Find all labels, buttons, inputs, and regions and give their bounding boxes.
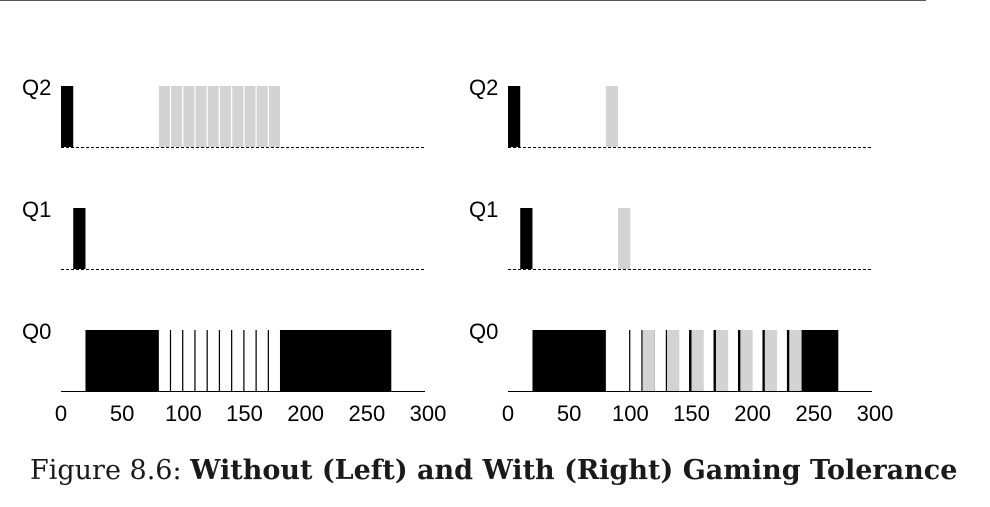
job-b-segment-1 — [618, 208, 631, 269]
x-tick-label-300: 300 — [857, 401, 894, 426]
job-a-segment-3 — [169, 330, 172, 391]
x-tick-label-250: 250 — [348, 401, 385, 426]
job-a-segment-7 — [218, 330, 221, 391]
job-b-segment-7 — [244, 86, 256, 147]
queue-label-q1: Q1 — [22, 197, 51, 222]
job-b-segment-9 — [268, 86, 280, 147]
x-tick-label-200: 200 — [287, 401, 324, 426]
job-b-segment-7 — [764, 330, 778, 391]
job-a-segment-0 — [61, 86, 74, 147]
job-b-segment-5 — [715, 330, 729, 391]
x-tick-label-100: 100 — [165, 401, 202, 426]
x-tick-label-50: 50 — [557, 401, 581, 426]
job-b-segment-2 — [642, 330, 655, 391]
left-panel-chart: Q2 Q1 Q0 0 50 100 150 200 250 300 — [22, 75, 446, 426]
job-a-segment-12 — [279, 330, 392, 391]
figure-caption: Figure 8.6: Without (Left) and With (Rig… — [30, 455, 957, 486]
job-a-segment-6 — [206, 330, 208, 391]
job-b-segment-8 — [256, 86, 268, 147]
x-tick-label-0: 0 — [55, 401, 67, 426]
job-a-segment-14 — [762, 330, 765, 391]
job-a-segment-11 — [267, 330, 269, 391]
job-b-segment-8 — [789, 330, 802, 391]
job-a-segment-8 — [689, 330, 692, 391]
job-b-segment-6 — [740, 330, 753, 391]
job-a-segment-2 — [532, 330, 606, 391]
job-a-segment-4 — [182, 330, 184, 391]
job-a-segment-1 — [520, 208, 533, 269]
job-a-segment-2 — [85, 330, 159, 391]
queue-label-q0: Q0 — [22, 319, 51, 344]
right-panel-chart: Q2 Q1 Q0 0 50 100 150 200 250 300 — [469, 75, 893, 426]
job-a-segment-8 — [231, 330, 233, 391]
job-b-segment-0 — [605, 86, 619, 147]
figure-8-6: Q2 Q1 Q0 0 50 100 150 200 250 300 Q2 Q1 Q0 0 50 100 150… — [22, 75, 893, 426]
x-tick-label-150: 150 — [226, 401, 263, 426]
job-a-segment-4 — [641, 330, 643, 391]
job-a-segment-1 — [73, 208, 86, 269]
job-b-segment-1 — [171, 86, 183, 147]
job-a-segment-17 — [799, 330, 839, 391]
x-tick-label-200: 200 — [734, 401, 771, 426]
job-b-segment-6 — [232, 86, 244, 147]
job-a-segment-3 — [629, 330, 631, 391]
x-tick-label-150: 150 — [673, 401, 710, 426]
x-tick-label-100: 100 — [612, 401, 649, 426]
job-a-segment-10 — [713, 330, 716, 391]
queue-label-q1: Q1 — [469, 197, 498, 222]
job-b-segment-0 — [158, 86, 170, 147]
queue-label-q2: Q2 — [469, 75, 498, 100]
caption-prefix: Figure 8.6: — [30, 455, 182, 486]
job-a-segment-16 — [786, 330, 790, 391]
job-a-segment-9 — [243, 330, 245, 391]
job-a-segment-12 — [737, 330, 741, 391]
job-a-segment-5 — [194, 330, 196, 391]
job-b-segment-4 — [691, 330, 704, 391]
job-b-segment-3 — [195, 86, 207, 147]
top-rule — [0, 0, 926, 1]
x-tick-label-300: 300 — [410, 401, 447, 426]
job-b-segment-4 — [207, 86, 219, 147]
job-a-segment-6 — [665, 330, 668, 391]
job-a-segment-10 — [255, 330, 257, 391]
queue-label-q2: Q2 — [22, 75, 51, 100]
job-b-segment-5 — [220, 86, 232, 147]
x-tick-label-250: 250 — [795, 401, 832, 426]
job-b-segment-3 — [667, 330, 680, 391]
x-tick-label-50: 50 — [110, 401, 134, 426]
caption-title: Without (Left) and With (Right) Gaming T… — [190, 455, 958, 486]
x-tick-label-0: 0 — [502, 401, 514, 426]
job-b-segment-2 — [183, 86, 195, 147]
queue-label-q0: Q0 — [469, 319, 498, 344]
job-a-segment-0 — [508, 86, 521, 147]
